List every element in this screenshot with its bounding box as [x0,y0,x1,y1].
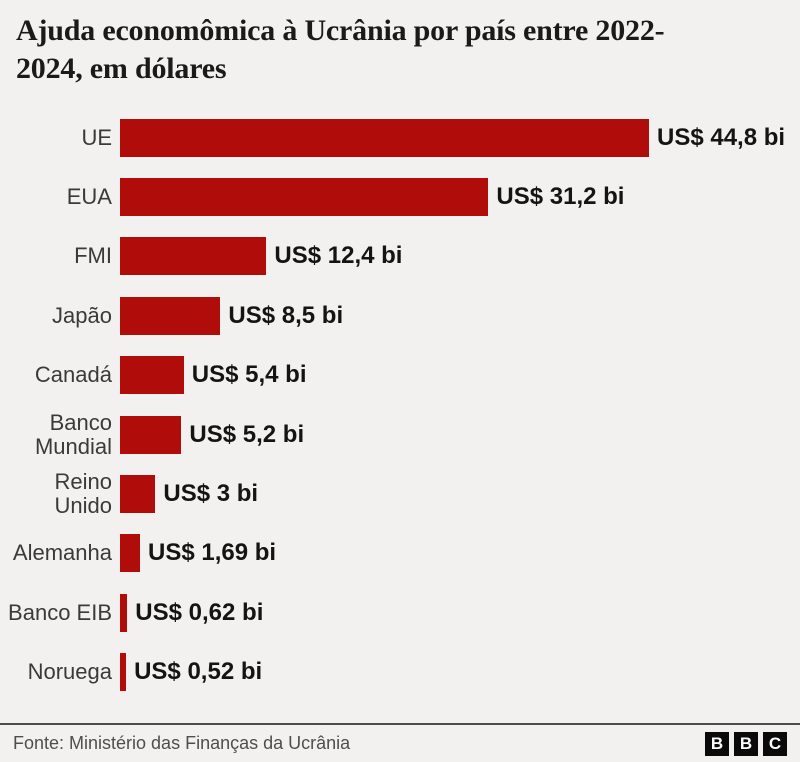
footer: Fonte: Ministério das Finanças da Ucrâni… [0,723,800,762]
value-label: US$ 1,69 bi [148,539,277,567]
category-label: EUA [66,184,112,210]
value-label: US$ 3 bi [163,480,259,508]
category-label: UE [81,124,112,150]
bbc-logo-letter-b2: B [734,731,758,756]
value-label: US$ 0,52 bi [134,658,263,686]
bar-area: US$ 8,5 bi [120,296,800,335]
bar-row: UE US$ 44,8 bi [0,108,800,167]
value-label: US$ 0,62 bi [135,598,264,626]
bar-row: Banco EIB US$ 0,62 bi [0,583,800,642]
bar-area: US$ 5,4 bi [120,356,800,395]
footer-divider [0,723,800,725]
bar-chart: UE US$ 44,8 bi EUA US$ 31,2 bi FMI US$ 1… [0,108,800,702]
category-label: FMI [74,243,112,269]
bar [120,653,127,692]
bar [120,237,267,276]
category-label: Canadá [34,362,112,388]
bar [120,296,221,335]
category-label: Alemanha [12,540,112,566]
value-label: US$ 44,8 bi [657,123,786,151]
bar-row: Reino Unido US$ 3 bi [0,464,800,523]
bar [120,534,140,573]
bar-area: US$ 3 bi [120,475,800,514]
bar [120,178,489,217]
bar-row: Japão US$ 8,5 bi [0,286,800,345]
category-label: Reino Unido [54,469,112,519]
bbc-logo-letter-b1: B [705,731,729,756]
footer-row: Fonte: Ministério das Finanças da Ucrâni… [0,725,800,762]
bar [120,475,156,514]
bar-row: FMI US$ 12,4 bi [0,227,800,286]
value-label: US$ 5,4 bi [191,361,307,389]
bar-area: US$ 12,4 bi [120,237,800,276]
bar-row: Canadá US$ 5,4 bi [0,346,800,405]
bbc-logo-letter-c: C [763,731,787,756]
value-label: US$ 31,2 bi [496,183,625,211]
bar-area: US$ 0,52 bi [120,653,800,692]
bar [120,415,182,454]
infographic: Ajuda economômica à Ucrânia por país ent… [0,12,800,756]
bar-area: US$ 0,62 bi [120,593,800,632]
category-label: Noruega [27,659,112,685]
bar-row: Noruega US$ 0,52 bi [0,643,800,702]
bar [120,593,128,632]
bar-row: EUA US$ 31,2 bi [0,167,800,226]
bar [120,118,649,157]
bar [120,356,184,395]
source-text: Fonte: Ministério das Finanças da Ucrâni… [13,733,351,753]
bar-area: US$ 44,8 bi [120,118,800,157]
value-label: US$ 5,2 bi [189,420,305,448]
category-label: Banco Mundial [34,409,112,459]
bar-row: Banco Mundial US$ 5,2 bi [0,405,800,464]
bar-area: US$ 5,2 bi [120,415,800,454]
chart-title: Ajuda economômica à Ucrânia por país ent… [16,14,665,85]
bar-area: US$ 31,2 bi [120,178,800,217]
value-label: US$ 8,5 bi [228,301,344,329]
value-label: US$ 12,4 bi [274,242,403,270]
category-label: Japão [52,302,112,328]
bar-row: Alemanha US$ 1,69 bi [0,524,800,583]
bbc-logo: B B C [705,731,787,756]
category-label: Banco EIB [8,599,112,625]
bar-area: US$ 1,69 bi [120,534,800,573]
